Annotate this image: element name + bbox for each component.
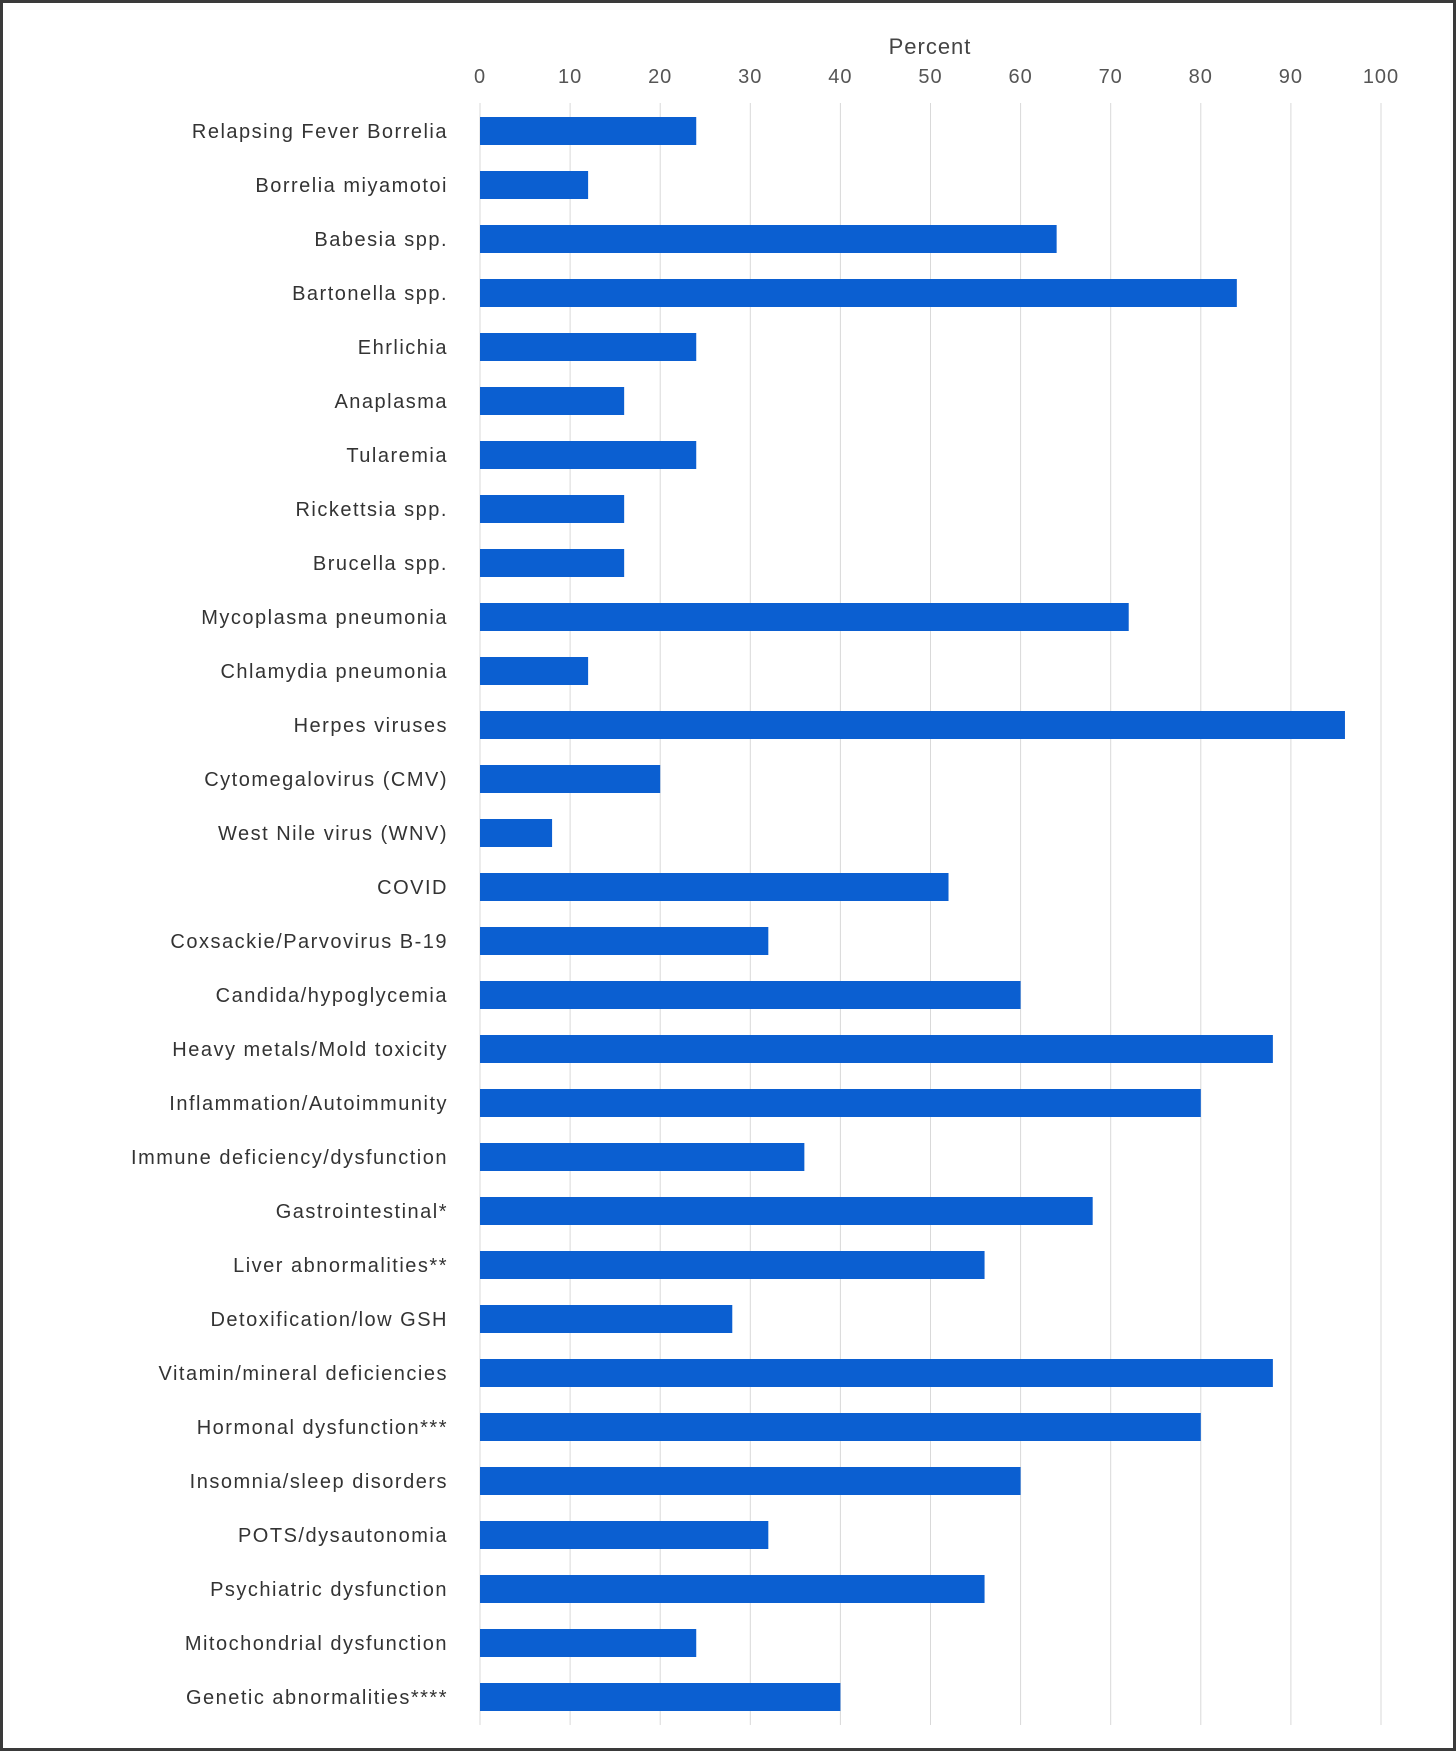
category-label: Coxsackie/Parvovirus B-19 bbox=[170, 931, 448, 953]
category-label: Ehrlichia bbox=[358, 337, 448, 359]
category-label: Tularemia bbox=[346, 445, 448, 467]
category-label: Vitamin/mineral deficiencies bbox=[158, 1363, 448, 1385]
x-tick-label: 50 bbox=[918, 66, 942, 88]
category-label: West Nile virus (WNV) bbox=[218, 823, 448, 845]
x-tick-label: 90 bbox=[1279, 66, 1303, 88]
bar bbox=[480, 711, 1345, 739]
bars bbox=[480, 117, 1345, 1711]
bar bbox=[480, 1035, 1273, 1063]
x-tick-label: 70 bbox=[1099, 66, 1123, 88]
category-label: Mitochondrial dysfunction bbox=[185, 1633, 448, 1655]
bar bbox=[480, 1305, 733, 1333]
x-tick-label: 100 bbox=[1363, 66, 1399, 88]
category-label: Babesia spp. bbox=[314, 229, 448, 251]
bar bbox=[480, 765, 661, 793]
bar bbox=[480, 981, 1021, 1009]
bar bbox=[480, 1413, 1201, 1441]
category-label: Bartonella spp. bbox=[292, 283, 448, 305]
category-label: Liver abnormalities** bbox=[233, 1255, 448, 1277]
category-label: Relapsing Fever Borrelia bbox=[192, 121, 448, 143]
bar bbox=[480, 333, 697, 361]
bar bbox=[480, 387, 625, 415]
bar bbox=[480, 1683, 841, 1711]
bar bbox=[480, 117, 697, 145]
category-label: Brucella spp. bbox=[313, 553, 448, 575]
category-label: POTS/dysautonomia bbox=[238, 1525, 448, 1547]
x-tick-label: 0 bbox=[474, 66, 486, 88]
bar bbox=[480, 171, 589, 199]
x-tick-label: 10 bbox=[558, 66, 582, 88]
category-label: Candida/hypoglycemia bbox=[216, 985, 448, 1007]
category-label: Heavy metals/Mold toxicity bbox=[172, 1039, 448, 1061]
bar bbox=[480, 1143, 805, 1171]
category-label: Insomnia/sleep disorders bbox=[190, 1471, 448, 1493]
bar bbox=[480, 1359, 1273, 1387]
bar bbox=[480, 549, 625, 577]
category-label: Gastrointestinal* bbox=[276, 1201, 448, 1223]
bar bbox=[480, 657, 589, 685]
bar bbox=[480, 603, 1129, 631]
bar bbox=[480, 1251, 985, 1279]
bar bbox=[480, 1197, 1093, 1225]
category-label: Genetic abnormalities**** bbox=[186, 1687, 448, 1709]
x-tick-label: 30 bbox=[738, 66, 762, 88]
x-axis-title: Percent bbox=[889, 34, 972, 59]
bar bbox=[480, 1629, 697, 1657]
bar bbox=[480, 495, 625, 523]
category-label: Herpes viruses bbox=[294, 715, 448, 737]
bar bbox=[480, 819, 553, 847]
bar bbox=[480, 441, 697, 469]
x-tick-label: 20 bbox=[648, 66, 672, 88]
category-label: Mycoplasma pneumonia bbox=[201, 607, 448, 629]
x-axis-ticks: 0 10 20 30 40 50 60 70 80 90 100 bbox=[474, 66, 1399, 88]
category-labels: Relapsing Fever Borrelia Borrelia miyamot… bbox=[131, 121, 448, 1709]
horizontal-bar-chart: Percent 0 10 20 30 40 50 60 70 80 90 100 Relapsing… bbox=[131, 34, 1399, 1725]
bar bbox=[480, 279, 1237, 307]
x-tick-label: 60 bbox=[1008, 66, 1032, 88]
category-label: Rickettsia spp. bbox=[295, 499, 448, 521]
bar bbox=[480, 873, 949, 901]
gridlines bbox=[479, 103, 1382, 1725]
category-label: COVID bbox=[377, 877, 448, 899]
category-label: Detoxification/low GSH bbox=[210, 1309, 448, 1331]
bar bbox=[480, 1089, 1201, 1117]
x-tick-label: 80 bbox=[1189, 66, 1213, 88]
bar bbox=[480, 927, 769, 955]
category-label: Borrelia miyamotoi bbox=[255, 175, 448, 197]
category-label: Inflammation/Autoimmunity bbox=[169, 1093, 448, 1115]
x-tick-label: 40 bbox=[828, 66, 852, 88]
bar bbox=[480, 1521, 769, 1549]
category-label: Anaplasma bbox=[334, 391, 448, 413]
category-label: Cytomegalovirus (CMV) bbox=[204, 769, 448, 791]
category-label: Chlamydia pneumonia bbox=[220, 661, 448, 683]
bar bbox=[480, 225, 1057, 253]
category-label: Hormonal dysfunction*** bbox=[197, 1417, 448, 1439]
category-label: Psychiatric dysfunction bbox=[210, 1579, 448, 1601]
bar bbox=[480, 1467, 1021, 1495]
category-label: Immune deficiency/dysfunction bbox=[131, 1147, 448, 1169]
bar bbox=[480, 1575, 985, 1603]
